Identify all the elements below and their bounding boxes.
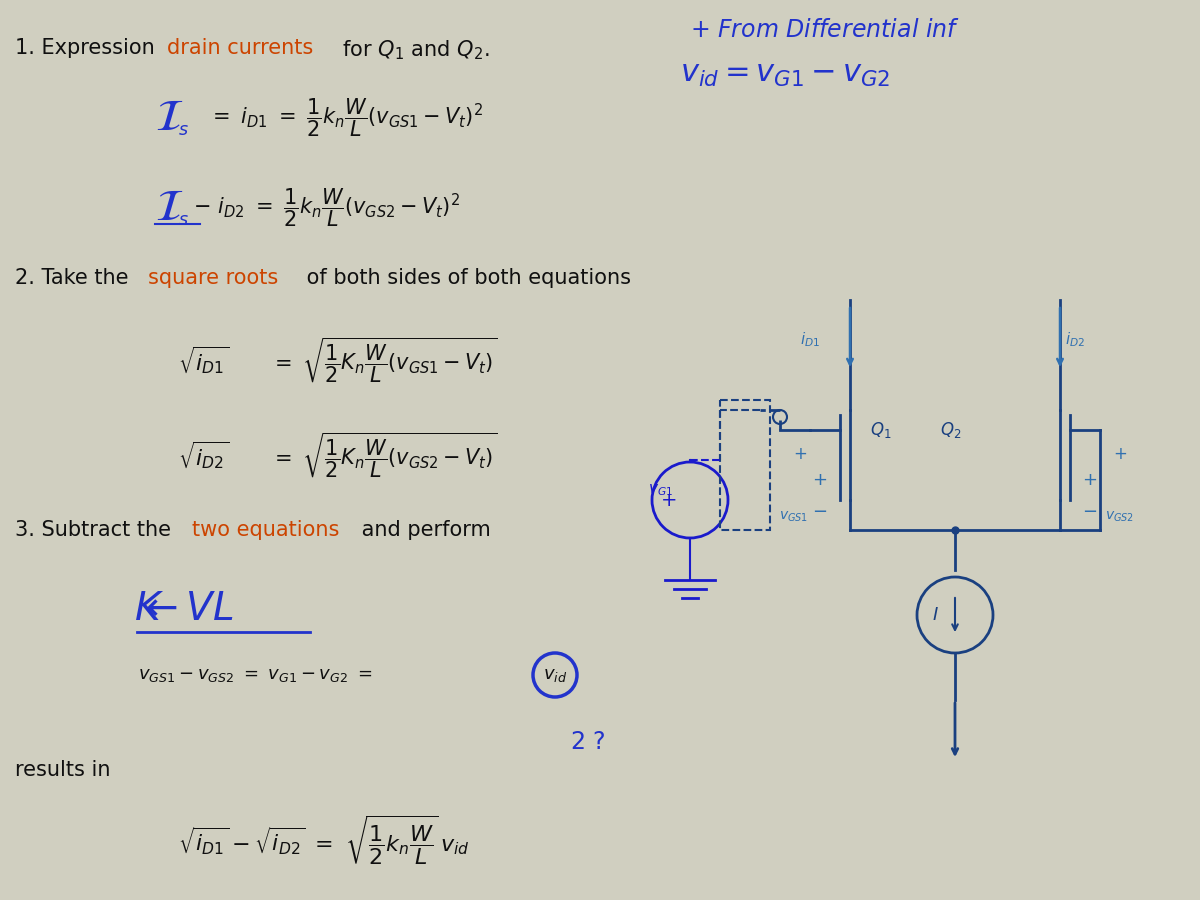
Text: $_s$: $_s$ bbox=[178, 114, 188, 138]
Text: $i_{D1}$: $i_{D1}$ bbox=[800, 330, 820, 348]
Text: $\leftarrow$VL: $\leftarrow$VL bbox=[138, 590, 234, 628]
Text: $Q_1$: $Q_1$ bbox=[870, 420, 892, 440]
Text: $\sqrt{i_{D1}} - \sqrt{i_{D2}} \ = \ \sqrt{\dfrac{1}{2} k_n \dfrac{W}{L}} \, v_{: $\sqrt{i_{D1}} - \sqrt{i_{D2}} \ = \ \sq… bbox=[178, 814, 469, 867]
Text: 3. Subtract the: 3. Subtract the bbox=[14, 520, 178, 540]
Text: $v_{GS1} - v_{GS2} \ = \ v_{G1} - v_{G2} \ =$: $v_{GS1} - v_{GS2} \ = \ v_{G1} - v_{G2}… bbox=[138, 666, 372, 684]
Text: square roots: square roots bbox=[148, 268, 278, 288]
Text: $-$: $-$ bbox=[812, 501, 828, 519]
Text: $+$: $+$ bbox=[1082, 471, 1098, 489]
Text: drain currents: drain currents bbox=[167, 38, 313, 58]
Text: two equations: two equations bbox=[192, 520, 340, 540]
Text: $\mathcal{I}$: $\mathcal{I}$ bbox=[155, 96, 184, 140]
Text: $\sqrt{i_{D2}}$: $\sqrt{i_{D2}}$ bbox=[178, 439, 229, 471]
Text: $I$: $I$ bbox=[931, 606, 938, 624]
Text: $v_{G1}$: $v_{G1}$ bbox=[648, 482, 673, 498]
Text: $= \ i_{D1} \ = \ \dfrac{1}{2} k_n \dfrac{W}{L}(v_{GS1} - V_t)^2$: $= \ i_{D1} \ = \ \dfrac{1}{2} k_n \dfra… bbox=[208, 96, 484, 140]
Text: $v_{GS2}$: $v_{GS2}$ bbox=[1105, 510, 1134, 525]
Text: 1. Expression: 1. Expression bbox=[14, 38, 161, 58]
Text: $+$ From Differential inf: $+$ From Differential inf bbox=[690, 18, 960, 42]
Text: $_s$: $_s$ bbox=[178, 204, 188, 228]
Text: $Q_2$: $Q_2$ bbox=[940, 420, 961, 440]
Text: $v_{GS1}$: $v_{GS1}$ bbox=[779, 510, 808, 525]
Text: $+$: $+$ bbox=[1112, 445, 1127, 463]
Text: $v_{id}$: $v_{id}$ bbox=[542, 666, 568, 684]
Text: $+$: $+$ bbox=[660, 491, 676, 509]
Text: $v_{id} = v_{G1} - v_{G2}$: $v_{id} = v_{G1} - v_{G2}$ bbox=[680, 60, 890, 89]
Text: $2 \ ?$: $2 \ ?$ bbox=[570, 730, 606, 754]
Text: $i_{D2}$: $i_{D2}$ bbox=[1066, 330, 1085, 348]
Text: for $Q_1$ and $Q_2$.: for $Q_1$ and $Q_2$. bbox=[336, 38, 490, 61]
Text: results in: results in bbox=[14, 760, 110, 780]
Text: $+$: $+$ bbox=[793, 445, 808, 463]
Text: of both sides of both equations: of both sides of both equations bbox=[300, 268, 631, 288]
Text: and perform: and perform bbox=[355, 520, 491, 540]
Text: $= \ \sqrt{\dfrac{1}{2} K_n \dfrac{W}{L}(v_{GS1} - V_t)}$: $= \ \sqrt{\dfrac{1}{2} K_n \dfrac{W}{L}… bbox=[270, 336, 498, 384]
Text: K: K bbox=[134, 590, 161, 628]
Text: $= \ \sqrt{\dfrac{1}{2} K_n \dfrac{W}{L}(v_{GS2} - V_t)}$: $= \ \sqrt{\dfrac{1}{2} K_n \dfrac{W}{L}… bbox=[270, 430, 498, 480]
Text: $\sqrt{i_{D1}}$: $\sqrt{i_{D1}}$ bbox=[178, 344, 229, 376]
Text: $-$: $-$ bbox=[1082, 501, 1098, 519]
Text: 2. Take the: 2. Take the bbox=[14, 268, 136, 288]
Text: $- \ i_{D2} \ = \ \dfrac{1}{2} k_n \dfrac{W}{L}(v_{GS2} - V_t)^2$: $- \ i_{D2} \ = \ \dfrac{1}{2} k_n \dfra… bbox=[193, 186, 460, 230]
Text: $+$: $+$ bbox=[812, 471, 828, 489]
Text: $\mathcal{I}$: $\mathcal{I}$ bbox=[155, 186, 184, 230]
